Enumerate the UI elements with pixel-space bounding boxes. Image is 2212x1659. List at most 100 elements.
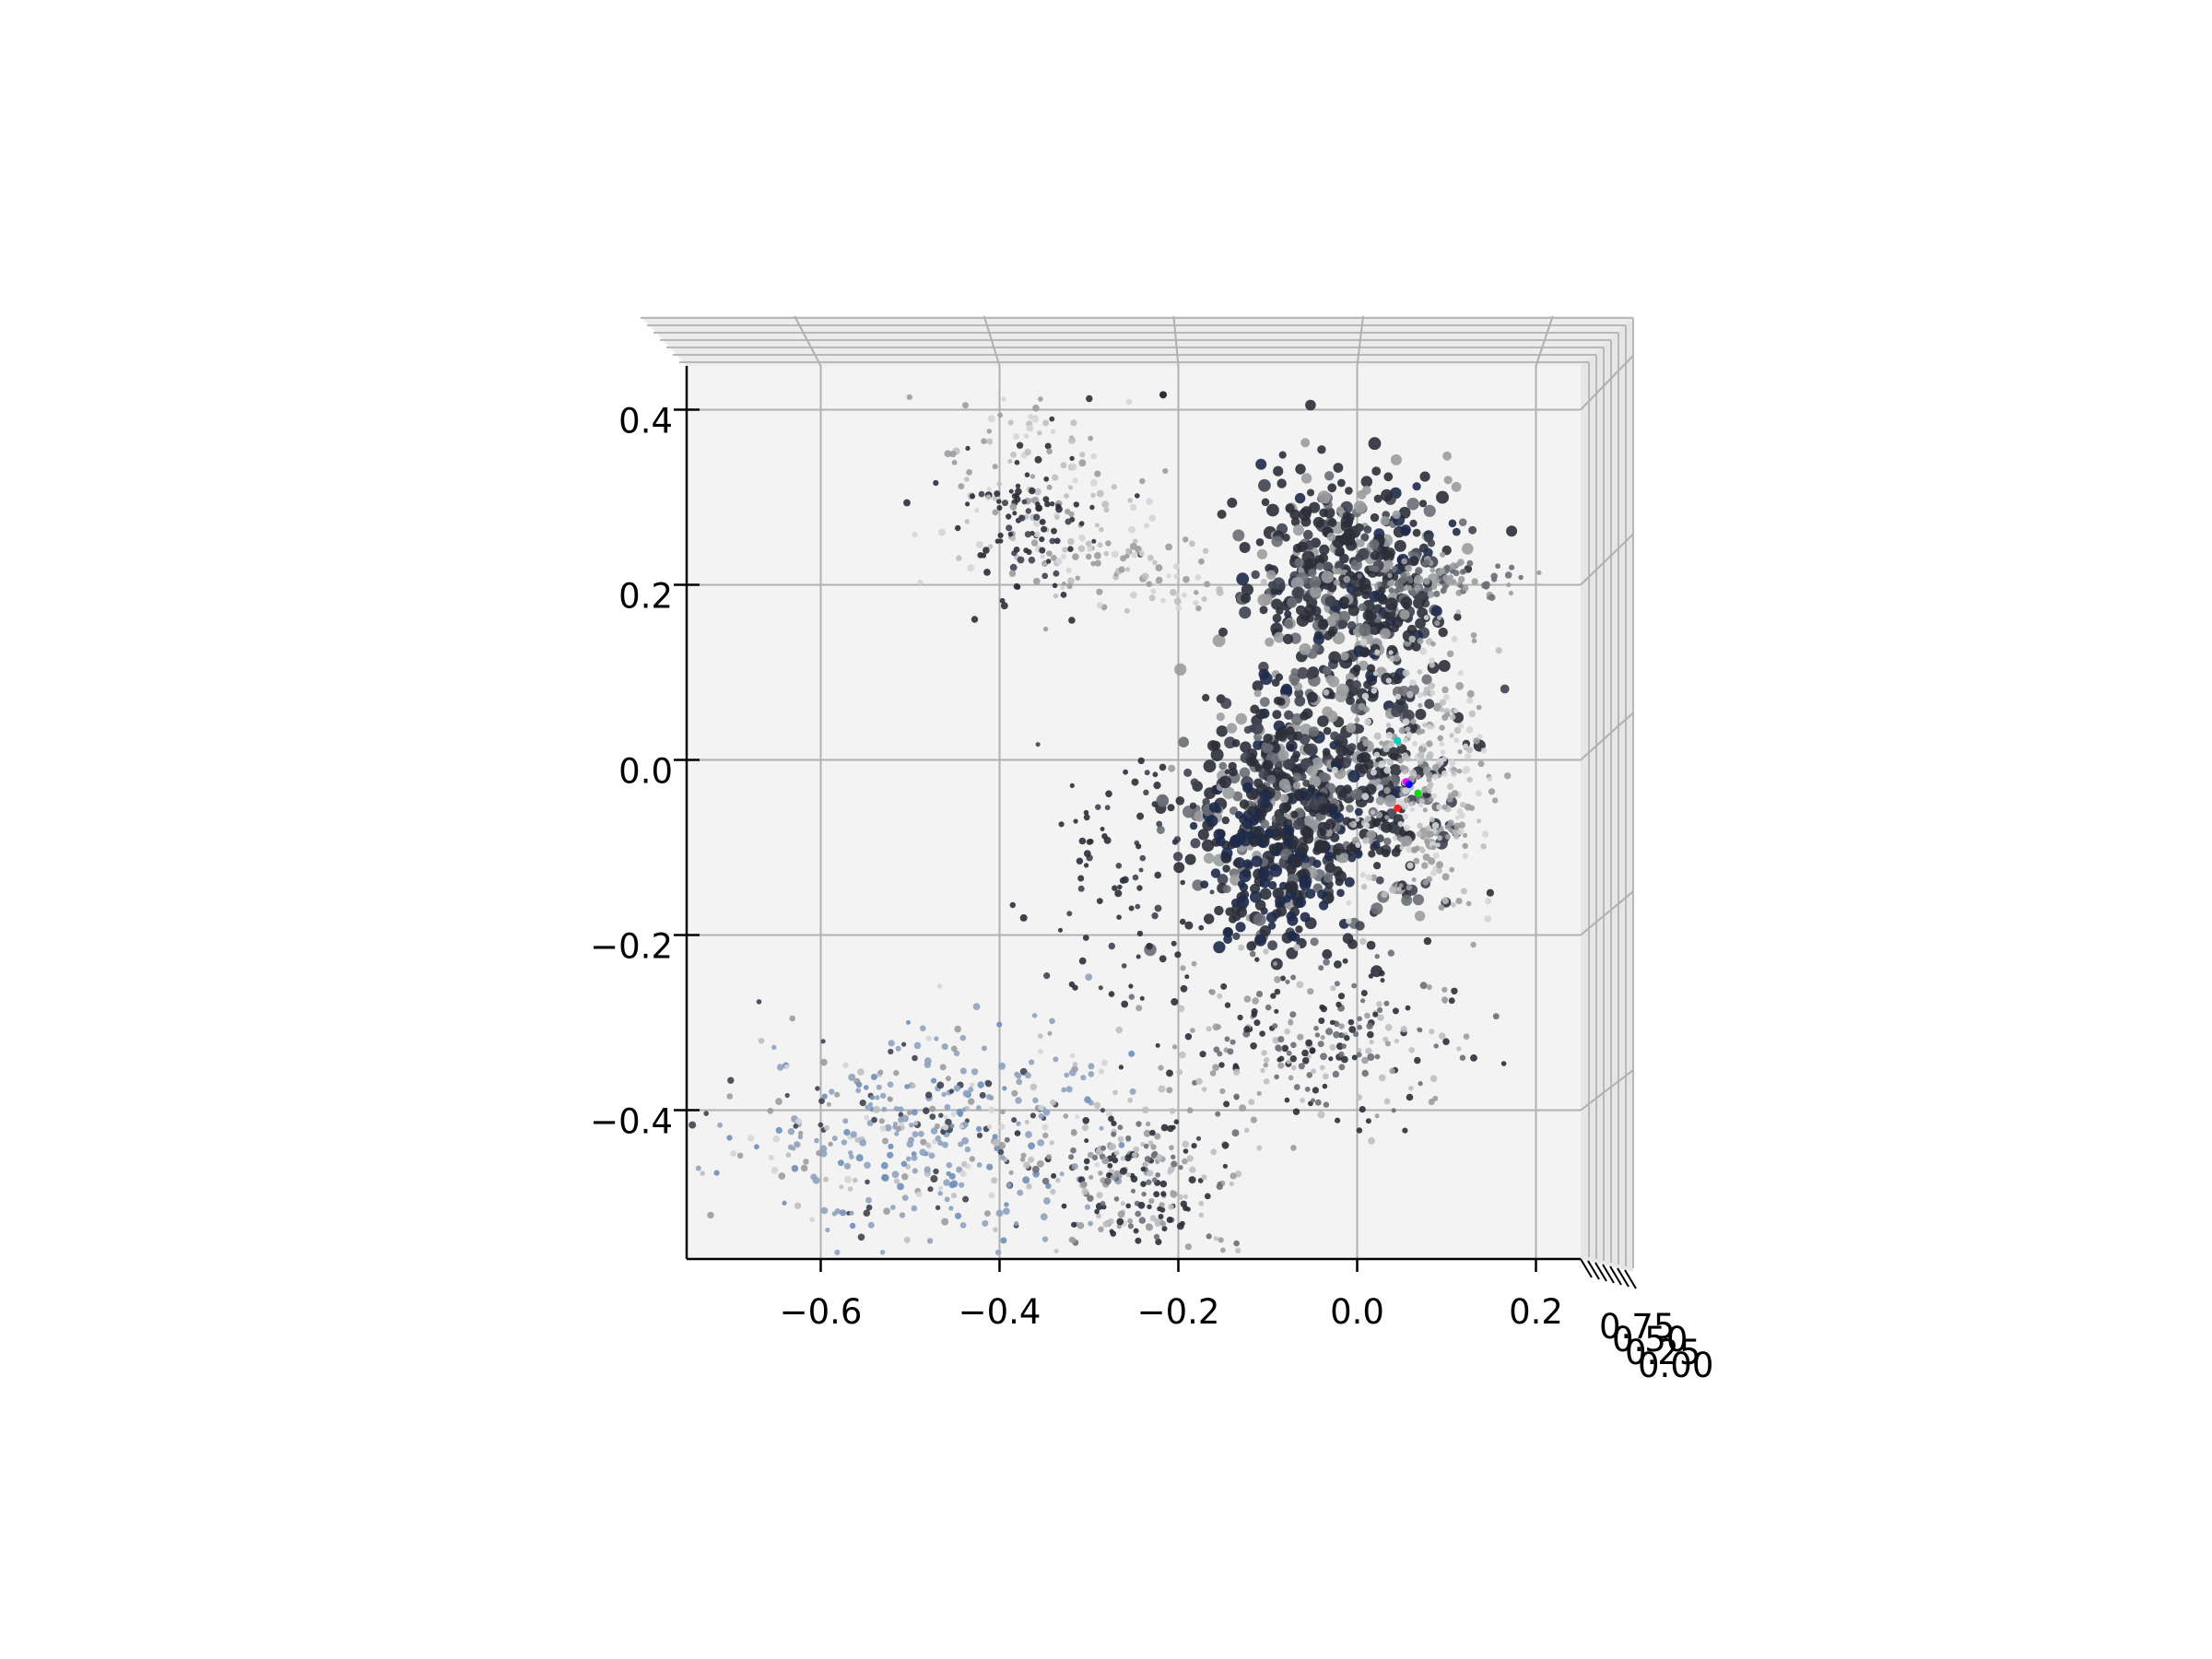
cloud-point — [1041, 560, 1048, 567]
cloud-point — [1452, 829, 1458, 835]
cloud-point — [950, 1193, 958, 1199]
cloud-point — [1137, 1201, 1146, 1209]
cloud-point — [969, 1156, 976, 1162]
cloud-point — [995, 1209, 1004, 1218]
cloud-point — [1173, 573, 1180, 579]
cloud-point — [1377, 594, 1388, 606]
cloud-point — [1258, 668, 1270, 680]
cloud-point — [1351, 788, 1363, 801]
cloud-point — [1258, 478, 1271, 492]
cloud-point — [949, 451, 957, 458]
cloud-point — [1284, 1028, 1290, 1035]
cloud-point — [1099, 526, 1104, 533]
cloud-point — [1159, 1180, 1168, 1188]
cloud-point — [1006, 513, 1012, 520]
cloud-point — [1438, 904, 1445, 912]
cloud-point — [1246, 941, 1256, 951]
cloud-point — [1340, 520, 1352, 533]
cloud-point — [1423, 577, 1430, 585]
cloud-point — [1242, 859, 1253, 869]
cloud-point — [934, 1036, 939, 1041]
cloud-point — [1421, 862, 1429, 869]
cloud-point — [1127, 498, 1133, 503]
cloud-point — [998, 1141, 1006, 1149]
cloud-point — [1008, 488, 1014, 494]
cloud-point — [1206, 1233, 1212, 1240]
cloud-point — [865, 1196, 872, 1204]
cloud-point — [1385, 677, 1392, 684]
cloud-point — [1406, 731, 1413, 738]
cloud-point — [1415, 569, 1421, 575]
cloud-point — [793, 1124, 799, 1129]
cloud-point — [1061, 1087, 1067, 1093]
cloud-point — [1261, 1050, 1267, 1056]
cloud-point — [1383, 837, 1392, 846]
cloud-point — [1298, 508, 1312, 522]
cloud-point — [1051, 527, 1057, 535]
cloud-point — [1518, 574, 1524, 581]
cloud-point — [1323, 959, 1330, 966]
cloud-point — [1412, 894, 1424, 906]
cloud-point — [791, 1165, 799, 1172]
cloud-point — [1108, 942, 1116, 950]
cloud-point — [1143, 1143, 1149, 1149]
cloud-point — [1453, 833, 1460, 840]
cloud-point — [919, 1148, 926, 1156]
cloud-point — [901, 1194, 909, 1201]
cloud-point — [1070, 1147, 1077, 1154]
cloud-point — [1212, 1064, 1219, 1072]
cloud-point — [1536, 570, 1542, 576]
cloud-point — [1249, 837, 1260, 847]
cloud-point — [923, 1107, 930, 1114]
cloud-point — [1453, 708, 1459, 713]
cloud-point — [1378, 1074, 1386, 1082]
cloud-point — [1361, 692, 1370, 700]
cloud-point — [1379, 740, 1384, 746]
cloud-point — [776, 1064, 784, 1071]
cloud-point — [1267, 940, 1277, 951]
cloud-point — [1146, 1223, 1154, 1231]
cloud-point — [1088, 435, 1094, 441]
cloud-point — [1335, 683, 1349, 697]
cloud-point — [1321, 571, 1335, 583]
cloud-point — [1324, 862, 1336, 874]
cloud-point — [1082, 935, 1089, 941]
cloud-point — [1124, 607, 1130, 614]
cloud-point — [1398, 883, 1404, 888]
cloud-point — [800, 1164, 808, 1172]
grid-line-x-depth — [1535, 315, 1554, 367]
cloud-point — [855, 1088, 862, 1094]
cloud-point — [1323, 561, 1334, 572]
cloud-point — [965, 501, 971, 507]
cloud-point — [971, 616, 979, 623]
cloud-point — [1333, 842, 1346, 856]
cloud-point — [1050, 1099, 1056, 1106]
cloud-point — [1379, 970, 1385, 977]
cloud-point — [1226, 723, 1238, 734]
cloud-point — [968, 1087, 974, 1093]
cloud-point — [1066, 911, 1073, 917]
cloud-point — [1310, 937, 1319, 947]
cloud-point — [1408, 1047, 1415, 1053]
cloud-point — [893, 1178, 900, 1184]
cloud-point — [1299, 734, 1311, 745]
cloud-point — [1458, 575, 1465, 583]
cloud-point — [1329, 1043, 1336, 1051]
cloud-point — [1068, 436, 1076, 444]
cloud-point — [1370, 626, 1378, 634]
cloud-point — [1050, 1188, 1056, 1195]
cloud-point — [1243, 1026, 1251, 1033]
cloud-point — [994, 1145, 1000, 1152]
z-tick-label: 0.50 — [1612, 1320, 1688, 1359]
cloud-point — [1436, 867, 1442, 874]
cloud-point — [1167, 804, 1175, 812]
cloud-point — [1213, 941, 1226, 954]
cloud-point — [1374, 1113, 1380, 1119]
cloud-point — [1016, 441, 1024, 449]
cloud-point — [1463, 743, 1468, 749]
cloud-point — [1311, 1098, 1316, 1103]
cloud-point — [849, 1222, 856, 1230]
cloud-point — [1300, 473, 1312, 484]
cloud-point — [1370, 512, 1380, 523]
cloud-point — [1376, 834, 1384, 843]
